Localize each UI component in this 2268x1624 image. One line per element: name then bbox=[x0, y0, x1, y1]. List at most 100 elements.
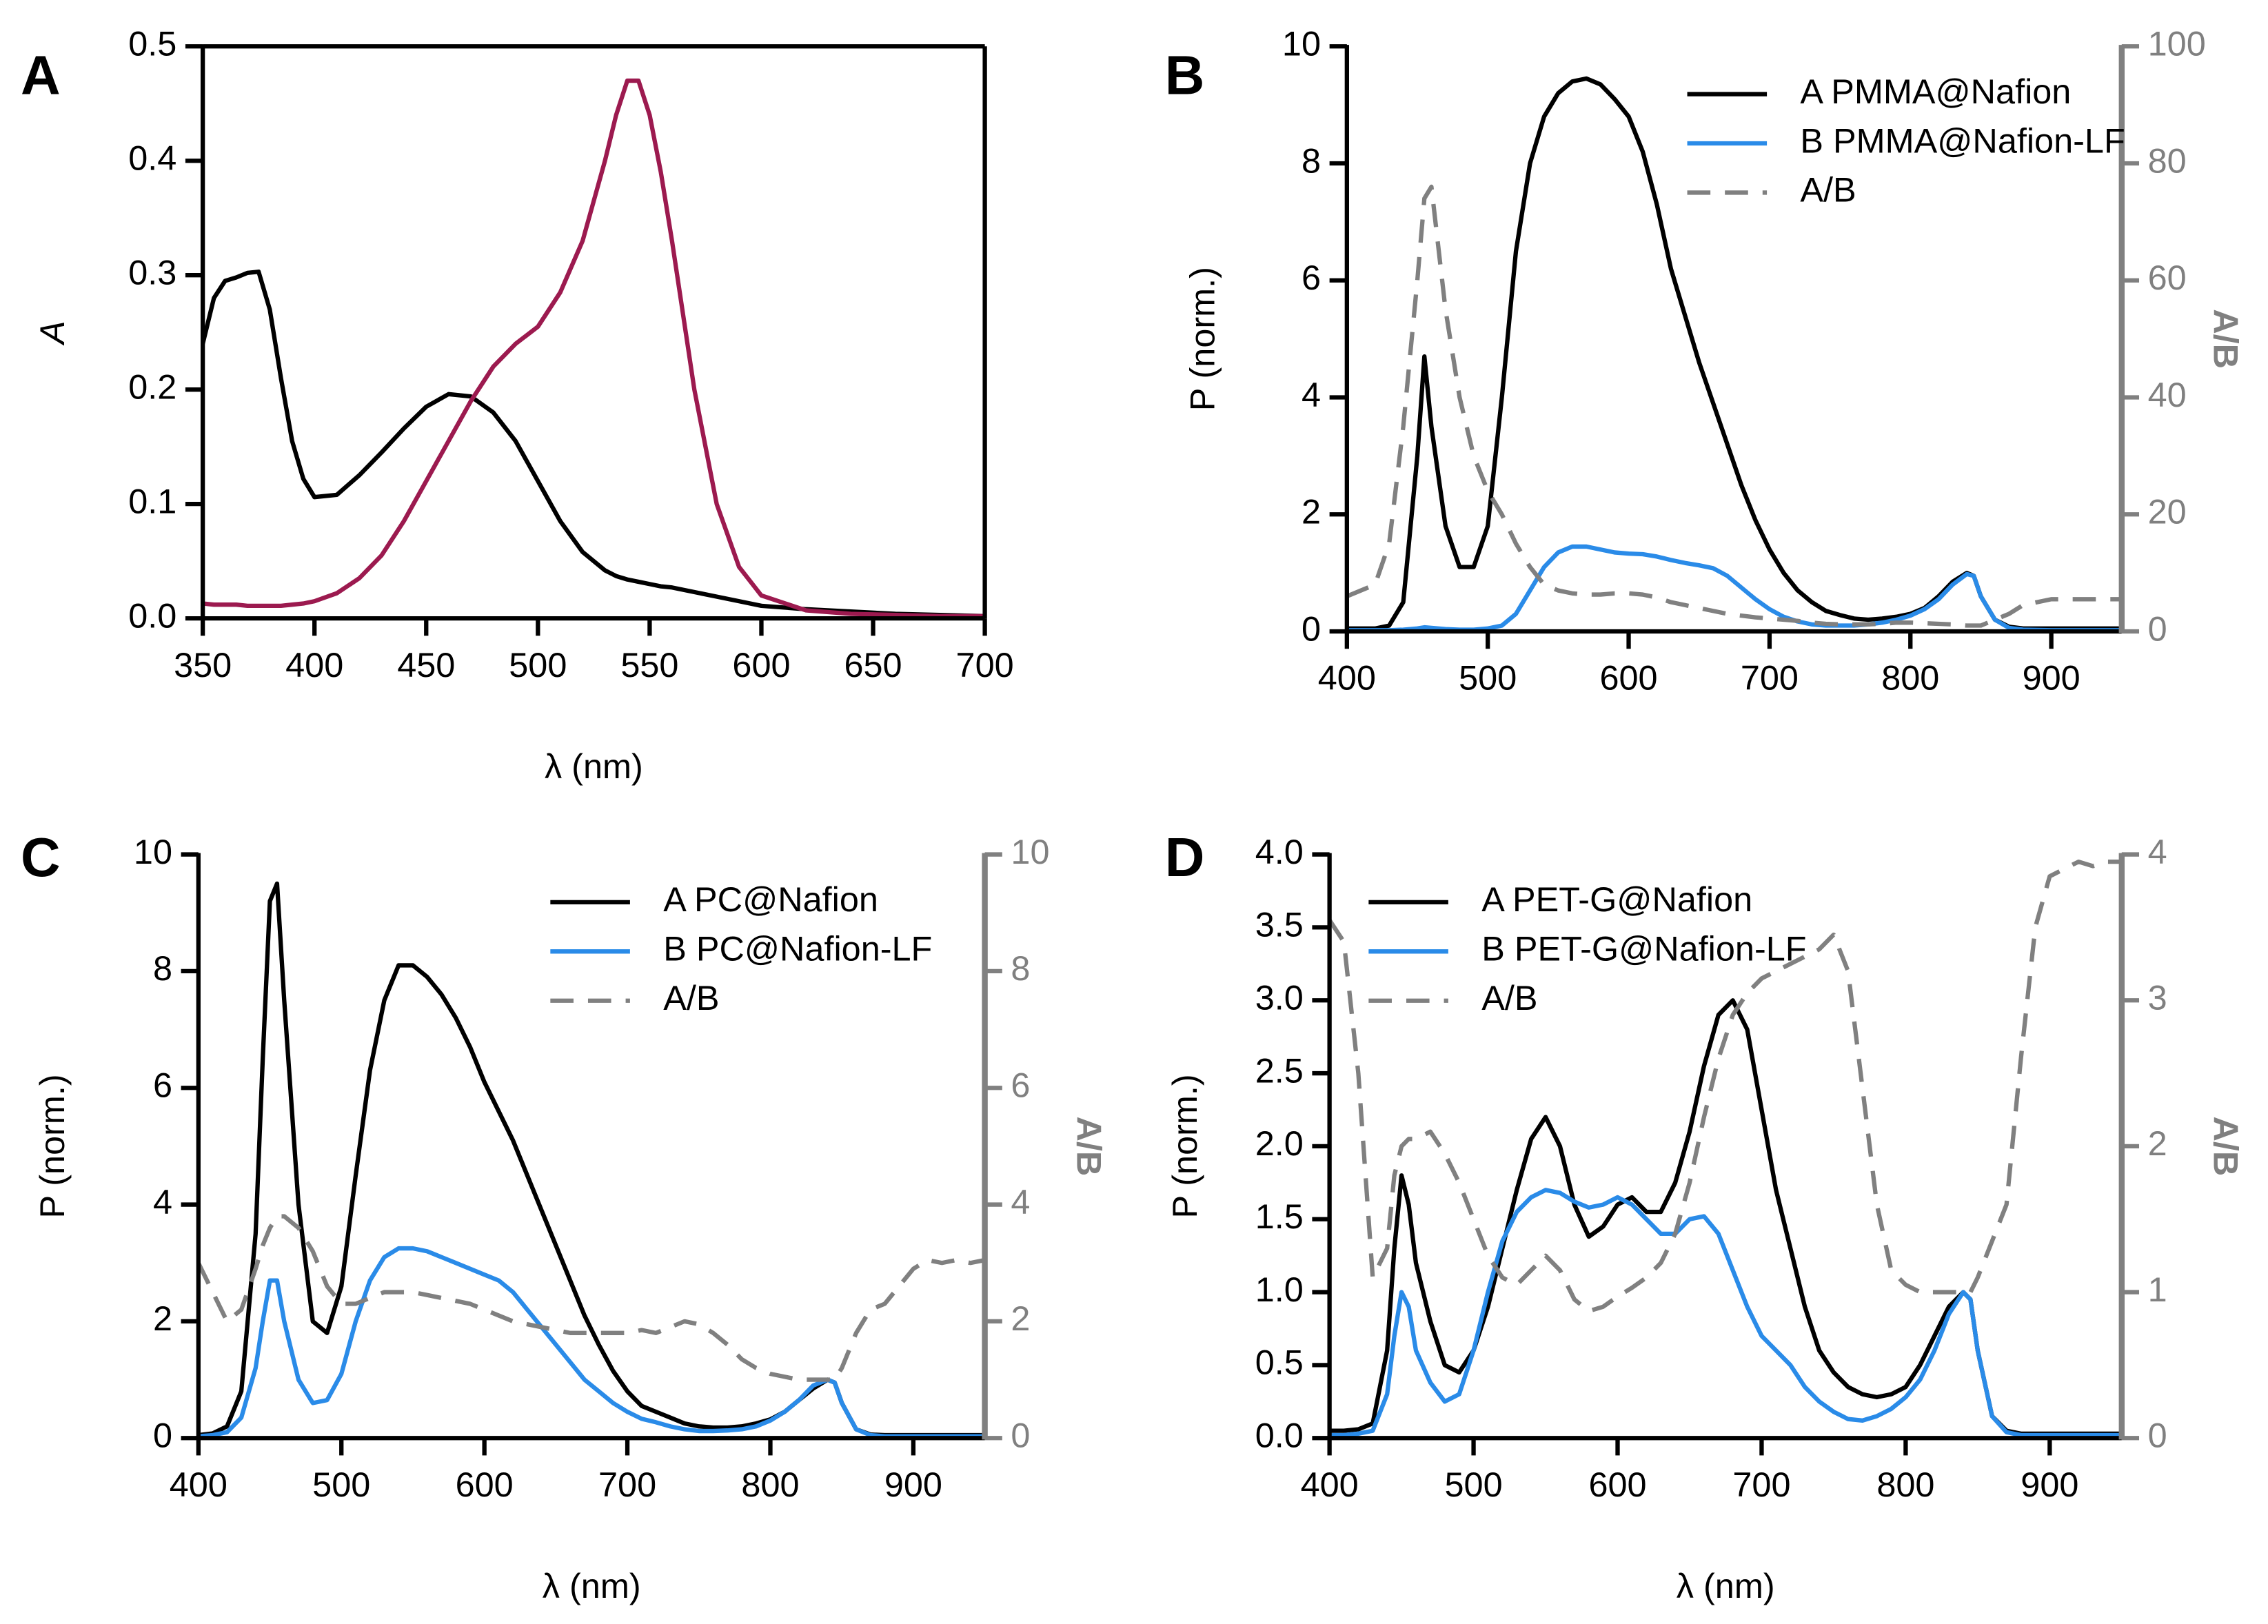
y-tick-label: 8 bbox=[153, 948, 172, 988]
x-tick-label: 900 bbox=[2021, 1465, 2078, 1504]
x-tick-label: 400 bbox=[1318, 658, 1376, 698]
y2-tick-label: 4 bbox=[2148, 832, 2167, 871]
panel-label: C bbox=[21, 826, 61, 888]
y-tick-label: 0.3 bbox=[128, 253, 176, 292]
x-tick-label: 700 bbox=[1741, 658, 1799, 698]
x-axis-label: λ (nm) bbox=[1677, 1566, 1775, 1605]
ratio-line bbox=[1327, 859, 2122, 1314]
y-tick-label: 3.5 bbox=[1255, 905, 1304, 944]
panel-label: A bbox=[21, 45, 61, 106]
y-tick-label: 2.5 bbox=[1255, 1050, 1304, 1090]
x-tick-label: 600 bbox=[1588, 1465, 1646, 1504]
y-axis-label: P (norm.) bbox=[32, 1074, 72, 1218]
y2-tick-label: 0 bbox=[1011, 1416, 1030, 1455]
y2-axis-label: A/B bbox=[2207, 1116, 2246, 1176]
ratio-line bbox=[1346, 184, 2122, 628]
y2-tick-label: 100 bbox=[2148, 24, 2206, 63]
y2-tick-label: 3 bbox=[2148, 978, 2167, 1017]
x-tick-label: 450 bbox=[397, 645, 455, 684]
y-tick-label: 4 bbox=[1302, 375, 1321, 414]
y-tick-label: 4.0 bbox=[1255, 832, 1304, 871]
x-tick-label: 500 bbox=[1459, 658, 1517, 698]
y2-tick-label: 0 bbox=[2148, 1416, 2167, 1455]
ratio-line bbox=[196, 1214, 986, 1382]
legend-label: A/B bbox=[663, 978, 719, 1017]
legend-label: A PC@Nafion bbox=[663, 880, 878, 919]
y2-tick-label: 40 bbox=[2148, 375, 2187, 414]
y2-tick-label: 0 bbox=[2148, 609, 2167, 648]
y-axis-label: A bbox=[32, 321, 72, 346]
x-tick-label: 650 bbox=[844, 645, 902, 684]
panel-label: D bbox=[1165, 826, 1205, 888]
y-tick-label: 0.4 bbox=[128, 139, 176, 178]
y2-tick-label: 2 bbox=[1011, 1299, 1030, 1338]
panel-label: B bbox=[1165, 45, 1205, 106]
x-axis-label: λ (nm) bbox=[543, 1566, 641, 1605]
y-tick-label: 6 bbox=[1302, 258, 1321, 297]
x-tick-label: 800 bbox=[1881, 658, 1939, 698]
x-tick-label: 700 bbox=[1732, 1465, 1790, 1504]
y2-tick-label: 80 bbox=[2148, 141, 2187, 180]
y2-tick-label: 6 bbox=[1011, 1066, 1030, 1105]
y-tick-label: 0.1 bbox=[128, 481, 176, 520]
legend-label: A PET-G@Nafion bbox=[1481, 880, 1752, 919]
y-tick-label: 8 bbox=[1302, 141, 1321, 180]
legend-label: B PET-G@Nafion-LF bbox=[1481, 929, 1806, 968]
y2-tick-label: 60 bbox=[2148, 258, 2187, 297]
y2-tick-label: 20 bbox=[2148, 492, 2187, 531]
x-tick-label: 400 bbox=[170, 1465, 227, 1504]
y-tick-label: 0.2 bbox=[128, 367, 176, 406]
x-tick-label: 400 bbox=[285, 645, 343, 684]
x-axis-label: λ (nm) bbox=[545, 747, 643, 786]
series-line bbox=[1346, 76, 2122, 631]
y-tick-label: 2.0 bbox=[1255, 1124, 1304, 1163]
y2-tick-label: 4 bbox=[1011, 1182, 1030, 1221]
x-tick-label: 550 bbox=[620, 645, 678, 684]
y-tick-label: 6 bbox=[153, 1066, 172, 1105]
y-tick-label: 3.0 bbox=[1255, 978, 1304, 1017]
series-line bbox=[202, 78, 985, 618]
legend-label: B PMMA@Nafion-LF bbox=[1800, 121, 2125, 160]
y2-axis-label: A/B bbox=[1069, 1116, 1108, 1176]
x-tick-label: 500 bbox=[509, 645, 567, 684]
series-line bbox=[1329, 1188, 2122, 1438]
y2-tick-label: 8 bbox=[1011, 948, 1030, 988]
series-line bbox=[1346, 544, 2122, 633]
series-line bbox=[198, 1246, 985, 1439]
y-axis-label: P (norm.) bbox=[1165, 1074, 1204, 1218]
y-tick-label: 4 bbox=[153, 1182, 172, 1221]
y-tick-label: 0 bbox=[1302, 609, 1321, 648]
y-tick-label: 0.5 bbox=[1255, 1343, 1304, 1382]
y-tick-label: 0.0 bbox=[128, 596, 176, 635]
y2-tick-label: 10 bbox=[1011, 832, 1049, 871]
x-tick-label: 800 bbox=[1876, 1465, 1934, 1504]
y2-tick-label: 2 bbox=[2148, 1124, 2167, 1163]
y2-axis-label: A/B bbox=[2207, 309, 2246, 369]
y-tick-label: 1.5 bbox=[1255, 1197, 1304, 1236]
y-tick-label: 1.0 bbox=[1255, 1270, 1304, 1309]
y-tick-label: 0.5 bbox=[128, 24, 176, 63]
y-tick-label: 10 bbox=[134, 832, 172, 871]
legend-label: B PC@Nafion-LF bbox=[663, 929, 932, 968]
x-tick-label: 600 bbox=[456, 1465, 514, 1504]
x-tick-label: 600 bbox=[732, 645, 790, 684]
y-tick-label: 2 bbox=[153, 1299, 172, 1338]
y-axis-label: P (norm.) bbox=[1182, 267, 1222, 411]
x-tick-label: 900 bbox=[2023, 658, 2080, 698]
y-tick-label: 10 bbox=[1282, 24, 1321, 63]
x-tick-label: 600 bbox=[1599, 658, 1657, 698]
x-tick-label: 700 bbox=[598, 1465, 656, 1504]
legend-label: A PMMA@Nafion bbox=[1800, 72, 2071, 111]
legend-label: A/B bbox=[1800, 170, 1856, 210]
legend-label: A/B bbox=[1481, 978, 1537, 1017]
series-line bbox=[201, 270, 985, 618]
y-tick-label: 2 bbox=[1302, 492, 1321, 531]
x-tick-label: 800 bbox=[741, 1465, 799, 1504]
x-tick-label: 900 bbox=[884, 1465, 942, 1504]
y-tick-label: 0 bbox=[153, 1416, 172, 1455]
y-tick-label: 0.0 bbox=[1255, 1416, 1304, 1455]
x-tick-label: 700 bbox=[956, 645, 1014, 684]
x-tick-label: 350 bbox=[174, 645, 232, 684]
